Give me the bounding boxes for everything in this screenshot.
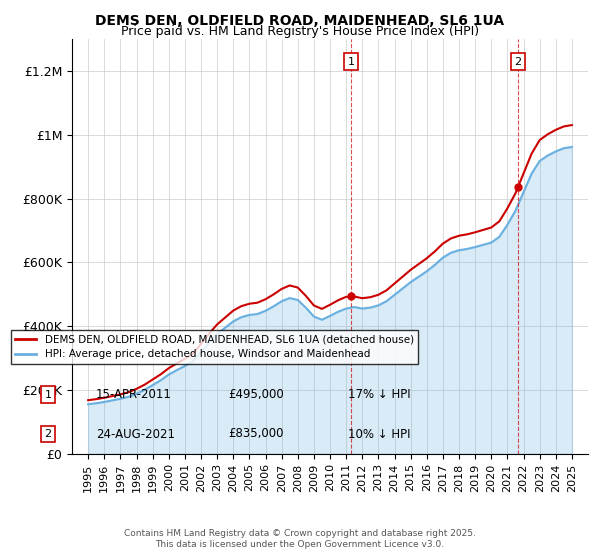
Text: 1: 1: [347, 57, 355, 67]
Text: Contains HM Land Registry data © Crown copyright and database right 2025.
This d: Contains HM Land Registry data © Crown c…: [124, 529, 476, 549]
Text: 15-APR-2011: 15-APR-2011: [96, 388, 172, 402]
Text: 17% ↓ HPI: 17% ↓ HPI: [348, 388, 410, 402]
Text: 1: 1: [44, 390, 52, 400]
Text: £495,000: £495,000: [228, 388, 284, 402]
Text: DEMS DEN, OLDFIELD ROAD, MAIDENHEAD, SL6 1UA: DEMS DEN, OLDFIELD ROAD, MAIDENHEAD, SL6…: [95, 14, 505, 28]
Text: Price paid vs. HM Land Registry's House Price Index (HPI): Price paid vs. HM Land Registry's House …: [121, 25, 479, 38]
Text: 2: 2: [44, 429, 52, 439]
Legend: DEMS DEN, OLDFIELD ROAD, MAIDENHEAD, SL6 1UA (detached house), HPI: Average pric: DEMS DEN, OLDFIELD ROAD, MAIDENHEAD, SL6…: [11, 330, 418, 363]
Text: 10% ↓ HPI: 10% ↓ HPI: [348, 427, 410, 441]
Text: 24-AUG-2021: 24-AUG-2021: [96, 427, 175, 441]
Text: 2: 2: [514, 57, 521, 67]
Text: £835,000: £835,000: [228, 427, 284, 441]
